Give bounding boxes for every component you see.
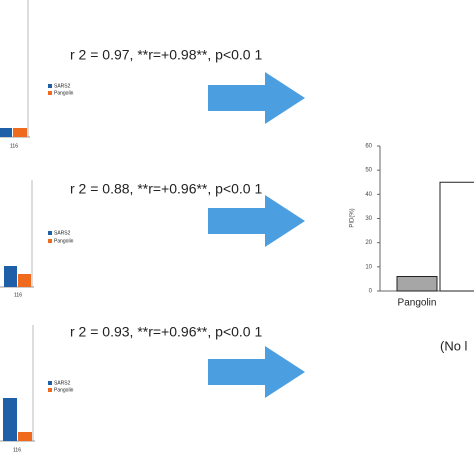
legend-swatch (48, 388, 52, 392)
bar (18, 432, 32, 441)
panel-3: 116 SARS2 Pangolin r 2 = 0.93, **r=+0.96… (0, 324, 305, 453)
legend-swatch (48, 231, 52, 235)
category-label: 116 (13, 447, 21, 453)
legend-swatch (48, 239, 52, 243)
legend-label: SARS2 (54, 230, 71, 236)
bar (18, 274, 31, 287)
legend-swatch (48, 84, 52, 88)
y-tick-label: 50 (365, 168, 372, 174)
bar (3, 398, 17, 441)
legend-swatch (48, 91, 52, 95)
annotation: r 2 = 0.88, **r=+0.96**, p<0.0 1 (70, 181, 262, 197)
arrow (208, 72, 305, 124)
legend-swatch (48, 381, 52, 385)
bar (13, 128, 27, 137)
y-tick-label: 40 (365, 192, 372, 198)
legend-label: SARS2 (54, 380, 71, 386)
legend-label: Pangolin (54, 238, 74, 244)
bar (4, 266, 17, 287)
category-label: 116 (14, 292, 22, 298)
bar-chart: 0 10 20 30 40 50 60 Pangolin (365, 144, 474, 309)
panel-1: 116 SARS2 Pangolin r 2 = 0.97, **r=+0.98… (0, 0, 305, 149)
y-tick-label: 60 (365, 144, 372, 150)
arrow (208, 195, 305, 247)
panel-2: 116 SARS2 Pangolin r 2 = 0.88, **r=+0.96… (0, 180, 305, 298)
arrow (208, 346, 305, 398)
bar (439, 181, 474, 292)
legend-label: Pangolin (54, 90, 74, 96)
bar (396, 276, 438, 292)
note: (No l (440, 338, 468, 353)
category-label: 116 (10, 143, 18, 149)
annotation: r 2 = 0.93, **r=+0.96**, p<0.0 1 (70, 324, 262, 340)
y-tick-label: 30 (365, 216, 372, 222)
y-axis-label: PID(%) (350, 208, 356, 227)
legend-label: SARS2 (54, 83, 71, 89)
bar (0, 128, 12, 137)
y-tick-label: 20 (365, 240, 372, 246)
annotation: r 2 = 0.97, **r=+0.98**, p<0.0 1 (70, 47, 262, 63)
legend-label: Pangolin (54, 387, 74, 393)
y-tick-label: 0 (369, 289, 373, 295)
y-tick-label: 10 (365, 264, 372, 270)
x-tick-label: Pangolin (398, 298, 437, 309)
